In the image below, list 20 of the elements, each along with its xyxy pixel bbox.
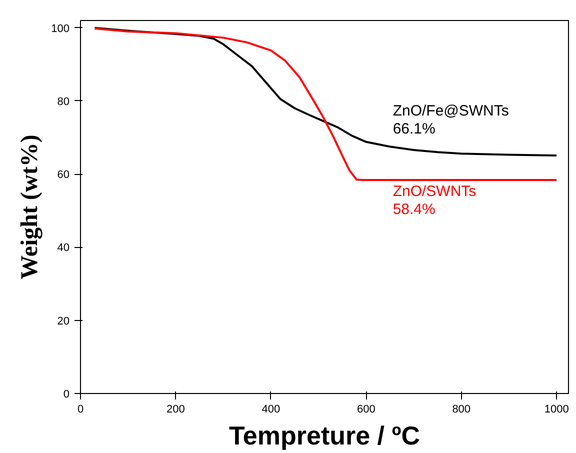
y-tick-label: 60 <box>57 169 70 182</box>
x-tick-label: 600 <box>356 404 376 416</box>
y-tick-label: 0 <box>63 388 70 400</box>
series-label: ZnO/Fe@SWNTs <box>392 102 509 120</box>
x-tick-label: 800 <box>452 404 471 416</box>
x-tick-label: 0 <box>77 404 84 416</box>
y-axis-title: Weight (wt%) <box>17 134 44 280</box>
annotation: 58.4% <box>392 200 436 218</box>
x-tick-label: 1000 <box>544 404 569 416</box>
y-tick-label: 20 <box>57 315 70 328</box>
x-tick-label: 400 <box>262 404 280 416</box>
y-tick-label: 80 <box>57 96 70 108</box>
y-tick-label: 100 <box>51 22 70 35</box>
annotation: 66.1% <box>392 120 436 138</box>
x-axis-title: Tempreture / ºC <box>228 420 420 450</box>
y-tick-label: 40 <box>57 242 70 254</box>
line-series <box>94 26 558 156</box>
line-series <box>94 28 558 181</box>
x-tick-label: 200 <box>166 404 185 416</box>
series-label: ZnO/SWNTs <box>392 182 476 200</box>
